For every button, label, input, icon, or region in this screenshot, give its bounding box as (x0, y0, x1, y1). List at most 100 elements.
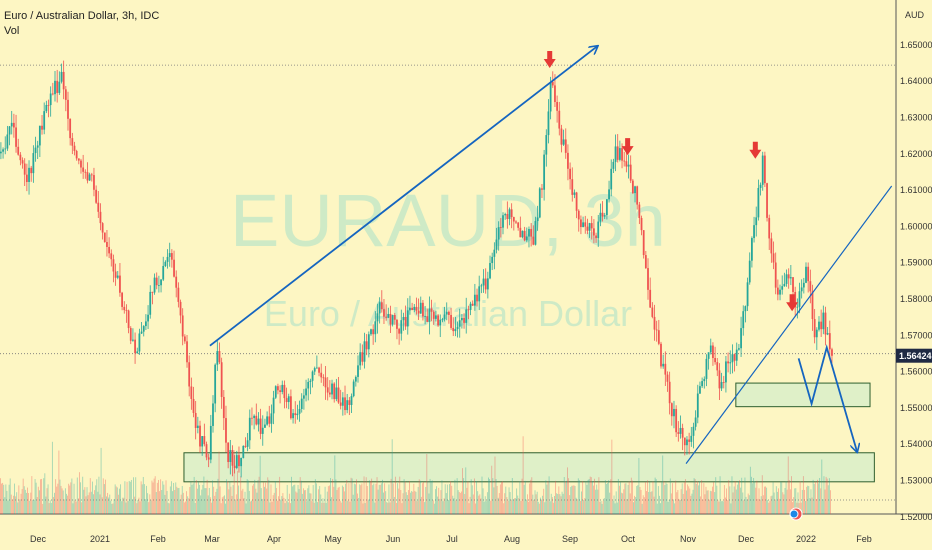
candle-body (361, 352, 364, 362)
candle-body (112, 259, 115, 272)
volume-bar (302, 488, 304, 514)
volume-bar (312, 485, 314, 514)
candle-body (121, 292, 123, 307)
volume-bar (347, 500, 349, 514)
candle-body (491, 256, 494, 264)
volume-bar (699, 481, 700, 514)
volume-bar (225, 503, 226, 514)
volume-bar (418, 479, 420, 514)
volume-bar (467, 481, 469, 514)
volume-bar (651, 491, 653, 514)
y-tick-label: 1.58000 (900, 294, 932, 304)
volume-bar (716, 485, 718, 514)
volume-bar (508, 487, 510, 514)
candle-body (136, 351, 139, 354)
volume-bar (288, 493, 290, 514)
volume-bar (361, 483, 363, 514)
candle-body (584, 222, 587, 227)
volume-bar (475, 503, 476, 514)
candle-body (290, 396, 292, 419)
volume-bar (142, 476, 144, 514)
volume-bar (261, 498, 263, 514)
volume-bar (257, 480, 259, 514)
candle-body (413, 306, 416, 311)
volume-bar (248, 490, 250, 514)
x-tick-label: Nov (680, 534, 697, 544)
candle-body (231, 450, 234, 466)
volume-bar (127, 501, 129, 514)
volume-bar (172, 491, 173, 514)
volume-bar (823, 476, 825, 514)
volume-bar (574, 486, 576, 514)
volume-bar (36, 497, 38, 514)
volume-bar (757, 498, 759, 514)
volume-bar (615, 491, 617, 514)
volume-bar (234, 499, 236, 514)
volume-bar (168, 503, 170, 514)
volume-bar (146, 485, 147, 514)
volume-bar (66, 493, 67, 514)
volume-bar (742, 492, 744, 514)
volume-bar (761, 475, 763, 514)
volume-bar (821, 459, 823, 514)
candle-body (307, 381, 310, 389)
volume-bar (627, 484, 629, 514)
candle-body (274, 386, 277, 398)
volume-bar (616, 502, 618, 514)
volume-bar (182, 492, 184, 514)
volume-bar (701, 480, 703, 514)
candle-body (285, 398, 288, 403)
volume-bar (594, 478, 595, 514)
candle-body (331, 383, 333, 395)
volume-bar (635, 497, 637, 514)
candle-body (768, 217, 771, 239)
volume-bar (411, 490, 413, 514)
volume-bar (654, 477, 656, 514)
volume-bar (470, 479, 472, 514)
volume-bar (73, 483, 75, 514)
volume-bar (385, 491, 387, 514)
candle-body (218, 351, 221, 363)
volume-bar (558, 486, 560, 514)
volume-bar (41, 478, 43, 514)
volume-bar (353, 483, 355, 514)
volume-bar (426, 454, 428, 514)
candle-body (733, 354, 736, 361)
volume-bar (762, 495, 764, 514)
volume-bar (727, 500, 729, 514)
volume-bar (33, 500, 35, 514)
volume-bar (393, 496, 395, 514)
candle-body (763, 155, 766, 184)
volume-bar (450, 481, 452, 514)
candle-body (666, 374, 669, 382)
volume-bar (386, 502, 388, 514)
candle-body (300, 398, 303, 409)
volume-bar (457, 490, 459, 514)
candle-body (409, 307, 411, 311)
y-tick-label: 1.61000 (900, 185, 932, 195)
volume-bar (239, 498, 241, 514)
volume-bar (31, 476, 33, 514)
candle-body (190, 386, 193, 399)
volume-bar (21, 489, 23, 514)
candle-body (683, 437, 686, 446)
volume-bar (723, 485, 725, 514)
candle-body (166, 256, 169, 262)
projection-path (797, 344, 857, 452)
candle-body (114, 271, 117, 278)
volume-bar (212, 480, 213, 514)
volume-bar (771, 495, 773, 514)
volume-bar (244, 491, 246, 514)
volume-bar (706, 490, 708, 514)
volume-bar (510, 499, 512, 514)
volume-bar (389, 502, 391, 514)
volume-bar (577, 478, 579, 514)
candle-body (354, 376, 357, 382)
volume-bar (557, 494, 559, 514)
candle-body (506, 214, 509, 220)
volume-bar (532, 494, 534, 514)
volume-bar (378, 484, 380, 514)
volume-bar (799, 481, 801, 514)
volume-bar (297, 485, 299, 514)
